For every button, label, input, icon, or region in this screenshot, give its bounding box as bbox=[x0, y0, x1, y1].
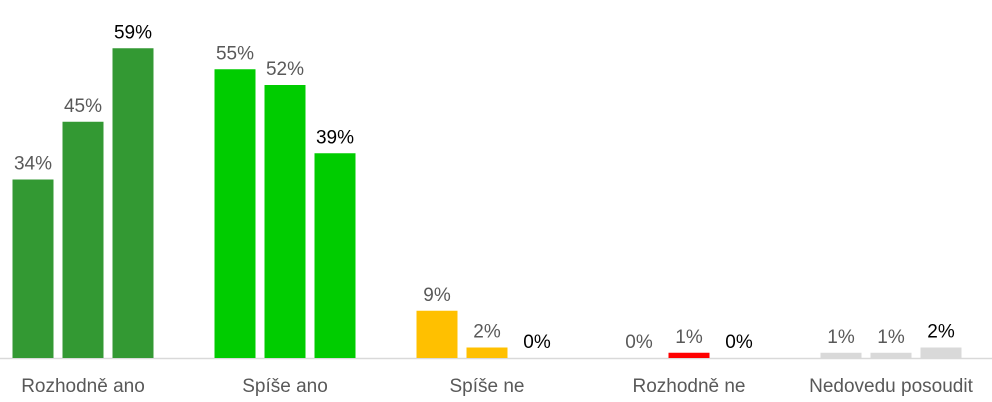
data-label: 0% bbox=[625, 332, 653, 353]
data-label: 2% bbox=[927, 322, 955, 343]
bar bbox=[416, 310, 458, 358]
bar bbox=[214, 69, 256, 358]
data-label: 9% bbox=[423, 285, 451, 306]
bar bbox=[314, 153, 356, 358]
bar bbox=[264, 85, 306, 358]
x-tick-label: Spíše ano bbox=[242, 376, 328, 397]
bar bbox=[62, 121, 104, 358]
data-label: 2% bbox=[473, 322, 501, 343]
bar bbox=[466, 347, 508, 358]
data-label: 52% bbox=[266, 59, 304, 80]
x-tick-label: Nedovedu posoudit bbox=[809, 376, 973, 397]
bar bbox=[920, 347, 962, 358]
data-label: 55% bbox=[216, 43, 254, 64]
bar bbox=[112, 48, 154, 358]
data-label: 34% bbox=[14, 154, 52, 175]
data-label: 0% bbox=[523, 332, 551, 353]
data-label: 45% bbox=[64, 96, 102, 117]
data-label: 0% bbox=[725, 332, 753, 353]
bar bbox=[820, 352, 862, 358]
x-tick-label: Rozhodně ne bbox=[632, 376, 745, 397]
data-label: 1% bbox=[675, 327, 703, 348]
bar bbox=[870, 352, 912, 358]
data-label: 59% bbox=[114, 22, 152, 43]
x-tick-label: Rozhodně ano bbox=[21, 376, 145, 397]
bar bbox=[668, 352, 710, 358]
bar bbox=[12, 179, 54, 358]
x-tick-label: Spíše ne bbox=[450, 376, 525, 397]
data-label: 1% bbox=[827, 327, 855, 348]
data-label: 1% bbox=[877, 327, 905, 348]
data-label: 39% bbox=[316, 127, 354, 148]
